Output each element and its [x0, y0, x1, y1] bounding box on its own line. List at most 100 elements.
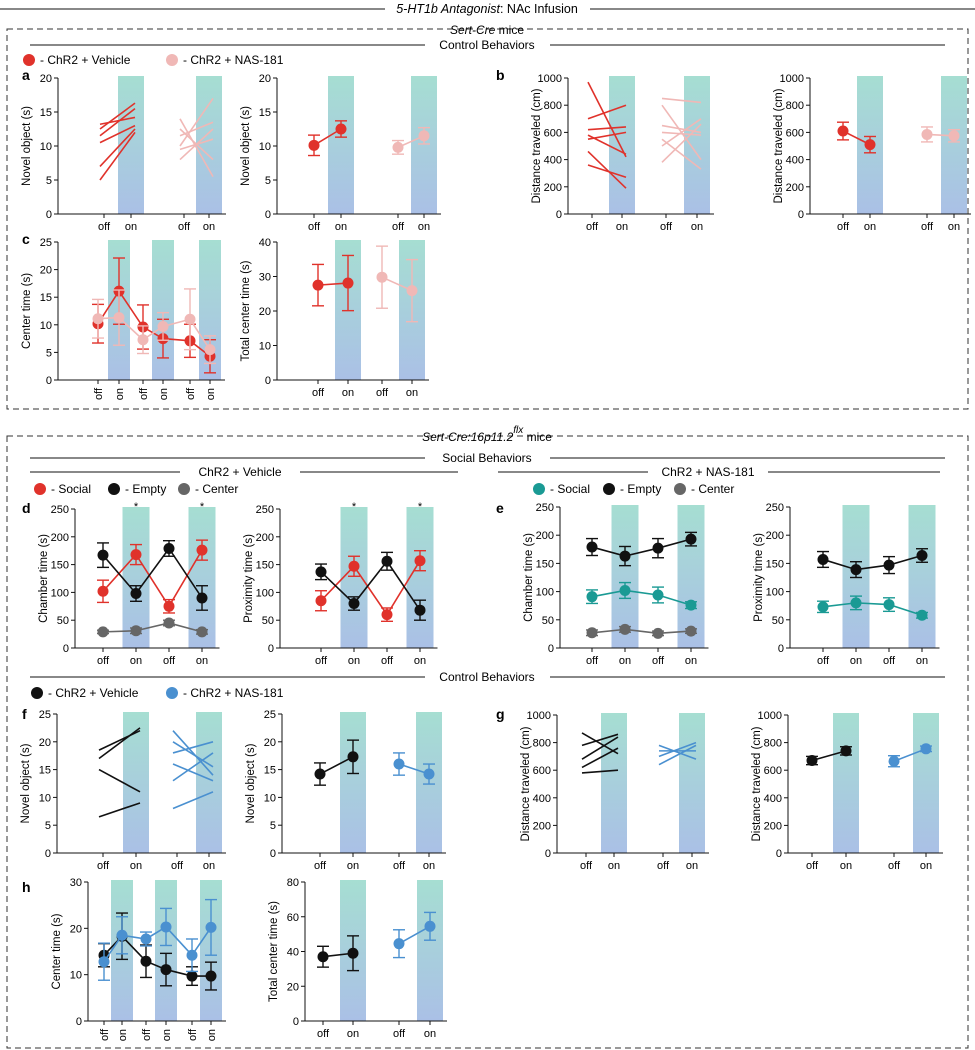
light-on-stripe — [122, 507, 150, 648]
light-on-stripe — [833, 713, 859, 853]
legend-label: - ChR2 + NAS-181 — [183, 686, 284, 700]
subject-line — [587, 164, 627, 179]
legend-marker — [533, 483, 545, 495]
figure-title: 5-HT1b Antagonist: NAc Infusion — [0, 2, 975, 16]
subject-line — [172, 730, 214, 776]
y-axis-label: Center time (s) — [51, 913, 63, 989]
x-tick-label: off — [308, 221, 321, 233]
series — [586, 581, 697, 611]
group-nas-label: ChR2 + NAS-181 — [661, 465, 754, 479]
light-on-stripe — [677, 505, 705, 648]
data-point — [347, 751, 359, 763]
y-tick-label: 10 — [259, 341, 271, 353]
x-tick-label: on — [348, 655, 360, 667]
series-line — [102, 549, 203, 608]
y-tick-label: 100 — [51, 587, 69, 599]
series — [179, 97, 214, 177]
data-point — [817, 553, 829, 565]
x-tick-label: on — [840, 860, 852, 872]
data-point — [376, 271, 388, 283]
panel-label: c — [22, 231, 30, 247]
significance-marker: * — [200, 501, 205, 513]
x-tick-label: off — [98, 221, 111, 233]
panel-label: f — [22, 706, 27, 722]
y-tick-label: 0 — [776, 848, 782, 860]
y-tick-label: 0 — [46, 209, 52, 221]
data-point — [163, 617, 175, 629]
series — [172, 730, 214, 810]
data-point — [921, 128, 933, 140]
series-line — [320, 560, 421, 617]
legend-label: - Empty — [125, 482, 166, 496]
y-tick-label: 600 — [533, 765, 551, 777]
title-italic: 5-HT1b Antagonist — [396, 2, 500, 16]
subject-line — [172, 741, 214, 768]
series-line — [811, 750, 847, 762]
y-tick-label: 200 — [256, 532, 274, 544]
series — [312, 254, 354, 312]
y-axis-label: Chamber time (s) — [523, 533, 535, 622]
light-on-stripe — [188, 507, 216, 648]
data-point — [130, 588, 142, 600]
x-tick-label: on — [850, 655, 862, 667]
x-tick-label: on — [406, 387, 418, 399]
x-tick-label: on — [117, 1029, 129, 1041]
y-axis-label: Novel object (s) — [240, 106, 252, 186]
x-tick-label: off — [317, 1028, 330, 1040]
series — [806, 745, 852, 767]
light-on-stripe — [406, 507, 434, 648]
x-tick-label: off — [806, 860, 819, 872]
light-on-stripe — [155, 880, 177, 1021]
data-point — [137, 334, 149, 346]
y-tick-label: 5 — [46, 347, 52, 359]
series-line — [320, 559, 421, 611]
y-tick-label: 0 — [270, 848, 276, 860]
data-point — [619, 584, 631, 596]
subject-line — [661, 123, 702, 163]
data-point — [130, 549, 142, 561]
x-tick-label: off — [888, 860, 901, 872]
y-tick-label: 150 — [51, 560, 69, 572]
x-tick-label: on — [920, 860, 932, 872]
y-tick-label: 0 — [268, 643, 274, 655]
y-axis-label: Novel object (s) — [20, 743, 32, 823]
y-tick-label: 20 — [40, 265, 52, 277]
subject-line — [179, 97, 214, 147]
series-line — [102, 622, 203, 633]
x-tick-label: off — [817, 655, 830, 667]
data-point — [393, 938, 405, 950]
data-point — [916, 550, 928, 562]
section1-box — [6, 28, 969, 410]
significance-marker: * — [352, 501, 357, 513]
light-on-stripe — [908, 505, 936, 648]
legend-label: - ChR2 + Vehicle — [48, 686, 139, 700]
series-line — [591, 628, 692, 635]
x-tick-label: on — [130, 655, 142, 667]
y-axis-label: Novel object (s) — [245, 743, 257, 823]
light-on-stripe — [118, 76, 144, 214]
series — [586, 531, 697, 567]
series — [661, 97, 702, 170]
legend-label: - ChR2 + NAS-181 — [183, 53, 284, 67]
section2-social-label: Social Behaviors — [442, 451, 531, 465]
section2-control-label: Control Behaviors — [439, 670, 534, 684]
series-line — [591, 589, 692, 606]
y-tick-label: 0 — [798, 209, 804, 221]
data-point — [586, 541, 598, 553]
y-tick-label: 5 — [45, 820, 51, 832]
data-point — [140, 955, 152, 967]
x-tick-label: off — [163, 655, 176, 667]
y-tick-label: 100 — [256, 587, 274, 599]
y-axis-label: Center time (s) — [21, 273, 33, 349]
y-tick-label: 100 — [766, 587, 784, 599]
subject-line — [172, 791, 214, 810]
data-point — [652, 542, 664, 554]
subject-line — [658, 741, 697, 758]
series — [392, 126, 430, 155]
y-tick-label: 10 — [40, 141, 52, 153]
data-point — [342, 277, 354, 289]
subject-line — [587, 131, 627, 140]
y-tick-label: 15 — [40, 292, 52, 304]
x-tick-label: on — [114, 388, 126, 400]
y-axis-label: Chamber time (s) — [38, 534, 50, 623]
